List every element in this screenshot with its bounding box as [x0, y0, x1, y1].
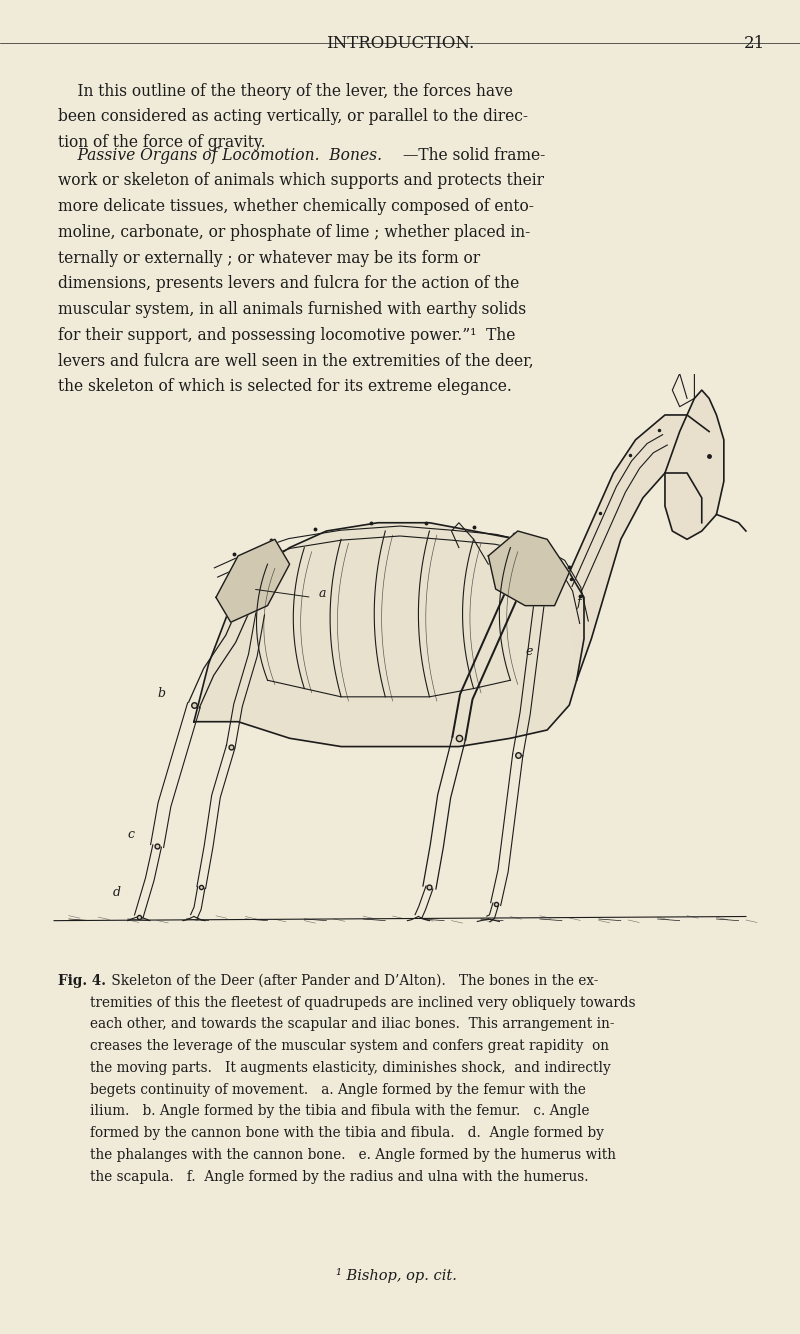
Text: f: f: [577, 596, 582, 608]
Text: d: d: [113, 886, 121, 899]
Text: a: a: [319, 587, 326, 600]
Text: Passive Organs of Locomotion.  Bones.: Passive Organs of Locomotion. Bones.: [58, 147, 382, 164]
Text: more delicate tissues, whether chemically composed of ento-: more delicate tissues, whether chemicall…: [58, 199, 534, 215]
Text: for their support, and possessing locomotive power.”¹  The: for their support, and possessing locomo…: [58, 327, 515, 344]
Text: c: c: [128, 828, 134, 840]
Text: —The solid frame-: —The solid frame-: [403, 147, 546, 164]
Text: the skeleton of which is selected for its extreme elegance.: the skeleton of which is selected for it…: [58, 379, 511, 395]
Text: been considered as acting vertically, or parallel to the direc-: been considered as acting vertically, or…: [58, 108, 528, 125]
Text: each other, and towards the scapular and iliac bones.  This arrangement in-: each other, and towards the scapular and…: [90, 1018, 614, 1031]
Polygon shape: [194, 523, 584, 747]
Text: work or skeleton of animals which supports and protects their: work or skeleton of animals which suppor…: [58, 172, 544, 189]
Text: ilium.   b. Angle formed by the tibia and fibula with the femur.   c. Angle: ilium. b. Angle formed by the tibia and …: [90, 1105, 589, 1118]
Text: 21: 21: [744, 35, 766, 52]
Text: ¹ Bishop, op. cit.: ¹ Bishop, op. cit.: [336, 1269, 457, 1283]
Polygon shape: [570, 415, 709, 680]
Text: the phalanges with the cannon bone.   e. Angle formed by the humerus with: the phalanges with the cannon bone. e. A…: [90, 1147, 616, 1162]
Text: Fig. 4.: Fig. 4.: [58, 974, 106, 987]
Text: tion of the force of gravity.: tion of the force of gravity.: [58, 135, 266, 151]
Text: the moving parts.   It augments elasticity, diminishes shock,  and indirectly: the moving parts. It augments elasticity…: [90, 1061, 610, 1075]
Text: tremities of this the fleetest of quadrupeds are inclined very obliquely towards: tremities of this the fleetest of quadru…: [90, 995, 635, 1010]
Text: creases the leverage of the muscular system and confers great rapidity  on: creases the leverage of the muscular sys…: [90, 1039, 609, 1053]
Polygon shape: [665, 390, 724, 539]
Text: dimensions, presents levers and fulcra for the action of the: dimensions, presents levers and fulcra f…: [58, 276, 519, 292]
Text: INTRODUCTION.: INTRODUCTION.: [326, 35, 474, 52]
Text: Skeleton of the Deer (after Pander and D’Alton).   The bones in the ex-: Skeleton of the Deer (after Pander and D…: [107, 974, 598, 987]
Text: In this outline of the theory of the lever, the forces have: In this outline of the theory of the lev…: [58, 83, 513, 100]
Text: formed by the cannon bone with the tibia and fibula.   d.  Angle formed by: formed by the cannon bone with the tibia…: [90, 1126, 603, 1141]
Polygon shape: [488, 531, 570, 606]
Text: moline, carbonate, or phosphate of lime ; whether placed in-: moline, carbonate, or phosphate of lime …: [58, 224, 530, 241]
Text: levers and fulcra are well seen in the extremities of the deer,: levers and fulcra are well seen in the e…: [58, 352, 534, 370]
Text: ternally or externally ; or whatever may be its form or: ternally or externally ; or whatever may…: [58, 249, 480, 267]
Text: begets continuity of movement.   a. Angle formed by the femur with the: begets continuity of movement. a. Angle …: [90, 1083, 586, 1097]
Text: the scapula.   f.  Angle formed by the radius and ulna with the humerus.: the scapula. f. Angle formed by the radi…: [90, 1170, 588, 1183]
Polygon shape: [216, 539, 290, 622]
Text: muscular system, in all animals furnished with earthy solids: muscular system, in all animals furnishe…: [58, 301, 526, 319]
Text: e: e: [525, 646, 533, 659]
Text: b: b: [157, 687, 165, 700]
